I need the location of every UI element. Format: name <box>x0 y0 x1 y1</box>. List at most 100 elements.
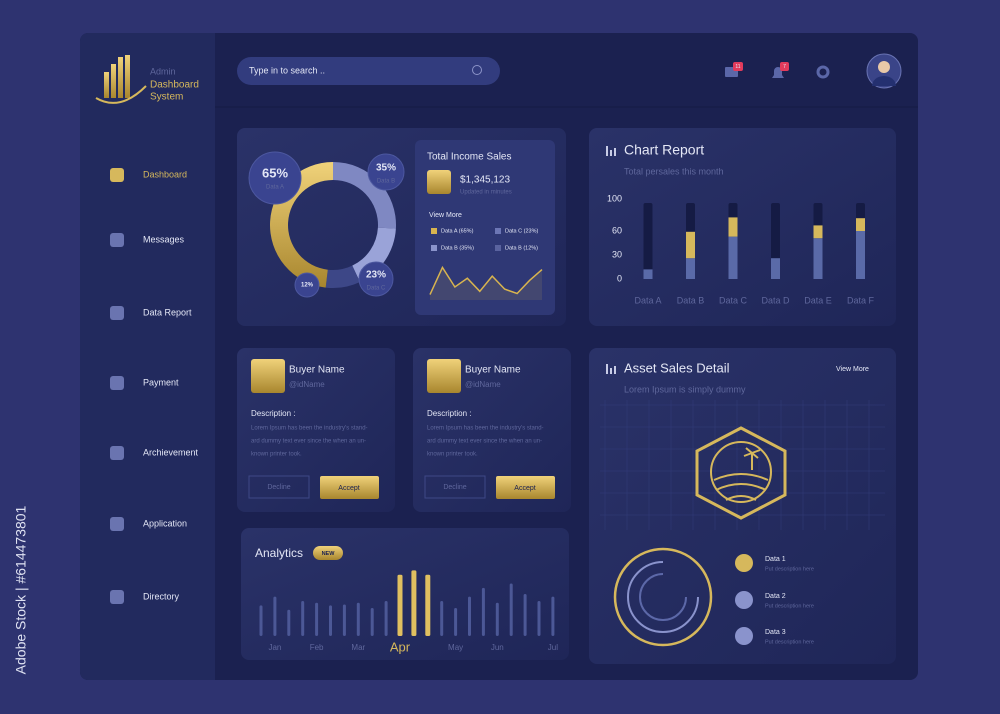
search-bar[interactable] <box>237 57 500 85</box>
settings-icon[interactable] <box>816 65 830 79</box>
donut-segment <box>325 265 360 288</box>
column <box>384 601 388 636</box>
menu-icon[interactable] <box>110 446 124 460</box>
accept-button[interactable] <box>320 476 379 499</box>
value-bubble <box>248 151 302 205</box>
view-more[interactable]: View More <box>429 212 462 219</box>
category-label: Data A <box>266 185 284 191</box>
menu-item[interactable]: Archievement <box>143 447 199 457</box>
bar-segment <box>771 258 780 279</box>
description-line: ard dummy text ever since the when an un… <box>427 439 542 445</box>
bar-segment <box>813 238 823 279</box>
column <box>481 587 485 636</box>
x-tick-label: Data C <box>719 295 748 305</box>
avatar-face <box>878 61 890 73</box>
asset-subtitle: Lorem Ipsum is simply dummy <box>624 384 746 394</box>
category-label: Data C <box>367 286 386 292</box>
legend-swatch <box>431 228 437 234</box>
column <box>495 602 499 636</box>
menu-item[interactable]: Messages <box>143 234 185 244</box>
income-note: Updated in minutes <box>460 190 512 196</box>
legend-swatch <box>431 245 437 251</box>
bar-segment <box>728 236 738 279</box>
description-line: known printer took. <box>427 452 478 458</box>
decline-label[interactable]: Decline <box>267 484 290 491</box>
column <box>523 594 527 636</box>
search-icon[interactable] <box>472 65 482 75</box>
item-icon <box>735 627 753 645</box>
legend-label: Data B (35%) <box>441 245 474 251</box>
accept-button[interactable] <box>496 476 555 499</box>
menu-item[interactable]: Dashboard <box>143 169 187 179</box>
decline-button[interactable] <box>424 475 486 499</box>
search-placeholder: Type in to search .. <box>249 65 325 75</box>
view-more[interactable]: View More <box>836 366 869 373</box>
menu-item[interactable]: Payment <box>143 377 179 387</box>
x-tick-label: Data D <box>761 295 790 305</box>
x-tick-label: Jul <box>548 643 558 652</box>
column <box>315 602 319 636</box>
menu-item[interactable]: Application <box>143 518 187 528</box>
description-line: ard dummy text ever since the when an un… <box>251 439 366 445</box>
y-tick-label: 60 <box>612 225 622 235</box>
x-tick-label: Apr <box>390 639 411 654</box>
menu-item[interactable]: Directory <box>143 591 180 601</box>
item-name: Data 2 <box>765 593 786 600</box>
bar-segment <box>728 217 738 237</box>
decline-label[interactable]: Decline <box>443 484 466 491</box>
new-badge-text: NEW <box>322 551 336 557</box>
analytics-title: Analytics <box>255 546 303 560</box>
column <box>468 596 471 636</box>
menu-icon[interactable] <box>110 590 124 604</box>
asset-emblem <box>695 426 787 520</box>
buyer-icon <box>427 359 461 393</box>
x-tick-label: Feb <box>310 643 324 652</box>
column <box>454 608 458 636</box>
buyer-handle: @idName <box>289 380 325 389</box>
description-line: known printer took. <box>251 452 302 458</box>
description-line: Lorem Ipsum has been the industry's stan… <box>251 426 368 432</box>
gauge <box>613 547 713 647</box>
wallet-icon <box>427 170 451 194</box>
income-title: Total Income Sales <box>427 152 512 163</box>
menu-icon[interactable] <box>110 376 124 390</box>
bar-segment <box>856 231 865 279</box>
item-icon <box>735 591 753 609</box>
value-label: 65% <box>262 165 288 180</box>
x-tick-label: Data B <box>677 295 705 305</box>
sidebar <box>80 33 215 680</box>
legend-swatch <box>495 228 501 234</box>
y-tick-label: 0 <box>617 273 622 283</box>
column <box>287 609 291 636</box>
watermark: Adobe Stock | #614473801 <box>13 505 29 674</box>
menu-icon[interactable] <box>110 306 124 320</box>
x-tick-label: Jun <box>491 643 504 652</box>
column <box>425 574 431 636</box>
description-title: Description : <box>251 409 295 418</box>
menu-icon[interactable] <box>110 517 124 531</box>
legend-label: Data B (12%) <box>505 245 538 251</box>
x-tick-label: Data F <box>847 295 875 305</box>
buyer-handle: @idName <box>465 380 501 389</box>
legend-label: Data C (23%) <box>505 228 538 234</box>
menu-icon[interactable] <box>110 233 124 247</box>
menu-item[interactable]: Data Report <box>143 307 192 317</box>
bar-segment <box>686 231 695 259</box>
badge <box>780 62 789 71</box>
column <box>329 605 332 636</box>
column <box>356 602 360 636</box>
column <box>440 601 444 636</box>
badge-count: 7 <box>783 64 786 70</box>
x-tick-label: May <box>448 643 463 652</box>
accept-label[interactable]: Accept <box>514 485 535 492</box>
bar-segment <box>686 258 695 279</box>
buyer-icon <box>251 359 285 393</box>
decline-button[interactable] <box>248 475 310 499</box>
legend-label: Data A (65%) <box>441 228 474 234</box>
bar-segment <box>813 225 823 239</box>
item-name: Data 1 <box>765 556 786 563</box>
accept-label[interactable]: Accept <box>338 485 359 492</box>
x-tick-label: Mar <box>351 643 365 652</box>
menu-icon[interactable] <box>110 168 124 182</box>
badge <box>733 62 743 71</box>
